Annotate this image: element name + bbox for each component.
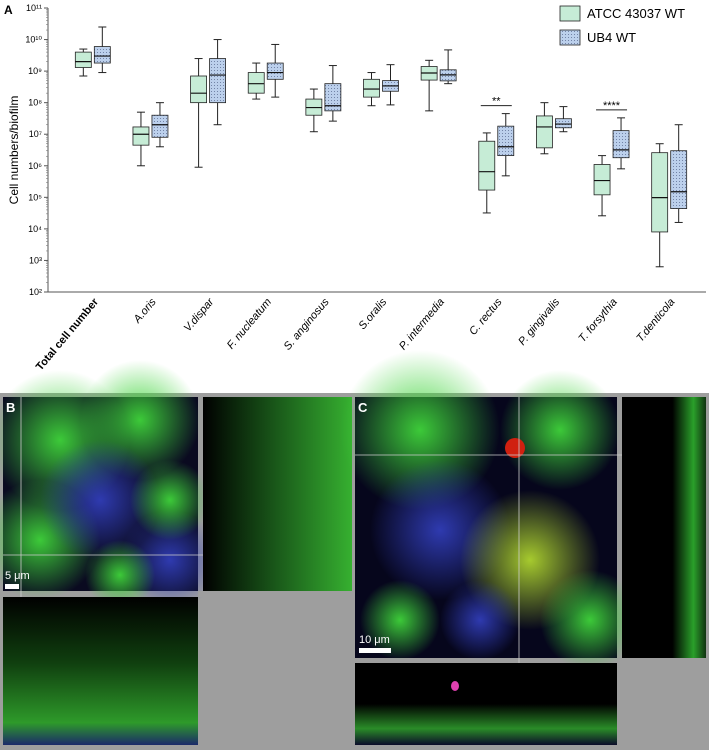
significance-label: **** [603, 100, 621, 112]
panel-b [0, 360, 352, 745]
panel-label: B [6, 400, 15, 415]
box [651, 152, 669, 233]
box [670, 150, 688, 209]
scale-bar-label: 5 μm [5, 570, 30, 582]
x-tick-label: T.denticola [634, 296, 677, 344]
box [536, 115, 553, 149]
scale-bar-label: 10 μm [359, 634, 390, 646]
box [247, 72, 265, 94]
box [612, 130, 630, 159]
x-tick-label: T. forsythia [576, 296, 620, 345]
box [324, 83, 342, 112]
box [93, 46, 111, 64]
y-tick-label: 10¹⁰ [25, 35, 42, 45]
plot: 10² 10³ 10⁴ 10⁵ 10⁶ 10⁷ 10⁸ 10⁹ 10¹⁰ 10¹¹ Total ce… [25, 3, 706, 373]
box [593, 164, 611, 196]
legend-label: UB4 WT [587, 30, 636, 45]
y-tick-label: 10⁴ [28, 224, 42, 234]
x-tick-label: C. rectus [467, 296, 505, 338]
panel-label: A [4, 3, 13, 17]
x-tick-label: V.dispar [182, 295, 217, 334]
legend-swatch [559, 29, 581, 46]
box [478, 140, 496, 191]
y-tick-label: 10⁹ [28, 66, 42, 76]
y-tick-label: 10⁶ [28, 161, 42, 171]
y-tick-label: 10⁷ [29, 129, 42, 139]
panel-c [340, 350, 706, 745]
box [209, 58, 226, 104]
x-tick-label: Total cell number [34, 296, 102, 373]
y-tick-label: 10² [29, 287, 42, 297]
box [497, 125, 515, 157]
box [363, 78, 380, 98]
y-tick-label: 10¹¹ [26, 3, 42, 13]
box [190, 75, 207, 104]
y-tick-label: 10⁸ [28, 98, 42, 108]
legend-label: ATCC 43037 WT [587, 6, 685, 21]
x-tick-label: S. anginosus [282, 296, 332, 353]
y-axis-label: Cell numbers/biofilm [7, 96, 21, 205]
box [266, 62, 284, 80]
x-tick-label: P. gingivalis [516, 296, 562, 348]
box [151, 114, 169, 138]
box [74, 51, 92, 68]
significance-label: ** [492, 96, 501, 108]
legend-swatch [559, 5, 581, 22]
x-tick-label: P. intermedia [397, 296, 447, 352]
box [132, 126, 150, 146]
box [555, 118, 572, 129]
y-tick-label: 10⁵ [28, 192, 42, 202]
y-tick-label: 10³ [29, 255, 42, 265]
panel-label: C [358, 400, 368, 415]
x-tick-label: A.oris [131, 296, 159, 326]
x-tick-label: S.oralis [357, 296, 390, 332]
x-tick-label: F. nucleatum [225, 296, 274, 351]
